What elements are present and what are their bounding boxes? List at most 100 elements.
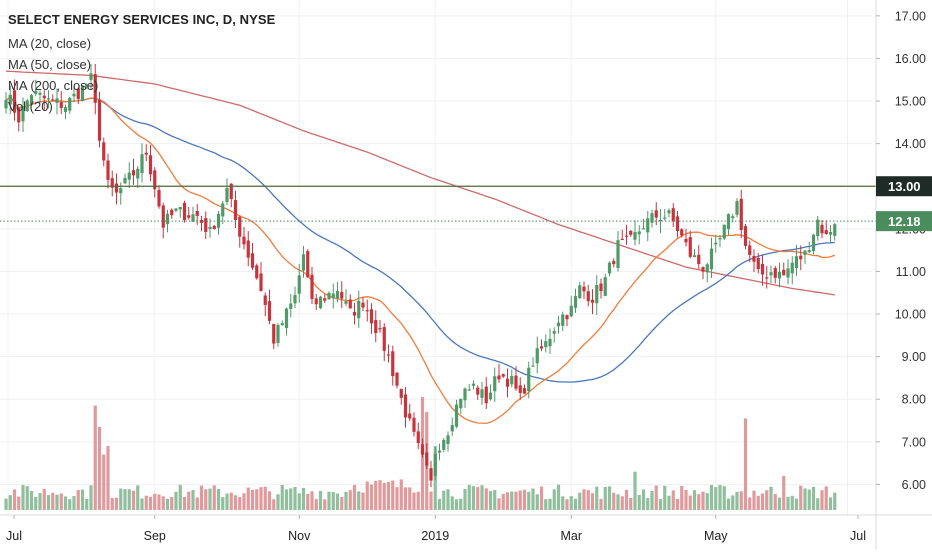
candle-body xyxy=(72,93,76,97)
level-price-badge xyxy=(876,176,932,197)
candle-body xyxy=(480,389,484,398)
volume-bar xyxy=(216,489,221,510)
candle-body xyxy=(157,189,161,207)
candle-body xyxy=(833,224,837,236)
volume-bar xyxy=(323,499,327,510)
candle-body xyxy=(127,172,131,180)
candle-body xyxy=(663,217,667,219)
volume-bar xyxy=(199,485,204,510)
candle-body xyxy=(344,301,348,304)
candle-body xyxy=(76,88,80,100)
candle-body xyxy=(569,305,573,317)
candle-body xyxy=(29,95,34,105)
volume-bar xyxy=(510,491,514,510)
candle-body xyxy=(114,183,119,193)
candle-body xyxy=(165,213,170,225)
candle-body xyxy=(331,293,335,299)
volume-bar xyxy=(760,493,765,510)
x-tick-label: Jul xyxy=(850,529,866,543)
volume-bar xyxy=(93,405,97,510)
candle-body xyxy=(684,238,688,243)
volume-bar xyxy=(34,496,38,510)
candle-body xyxy=(250,253,255,268)
volume-bar xyxy=(612,492,616,510)
volume-bar xyxy=(709,484,714,510)
candle-body xyxy=(97,99,102,141)
candle-body xyxy=(603,277,607,296)
volume-bar xyxy=(272,499,276,510)
candle-body xyxy=(21,106,25,122)
volume-bar xyxy=(8,495,12,510)
volume-bar xyxy=(680,485,684,510)
volume-bar xyxy=(646,498,650,510)
volume-bar xyxy=(833,492,837,510)
candle-body xyxy=(582,286,586,292)
candle-body xyxy=(654,210,658,218)
volume-bar xyxy=(412,492,416,510)
candle-body xyxy=(314,298,318,305)
candle-body xyxy=(233,200,238,221)
volume-bar xyxy=(748,497,752,510)
volume-bar xyxy=(369,484,374,510)
candle-body xyxy=(391,351,395,377)
candle-body xyxy=(140,154,144,174)
volume-bar xyxy=(114,497,119,510)
volume-bar xyxy=(161,496,165,510)
volume-bar xyxy=(731,495,735,510)
candle-body xyxy=(34,90,38,94)
volume-bar xyxy=(467,484,471,510)
volume-bar xyxy=(497,498,501,510)
candle-body xyxy=(123,177,127,184)
volume-bar xyxy=(824,486,828,510)
volume-bar xyxy=(187,491,191,510)
volume-bar xyxy=(280,485,284,510)
volume-bar xyxy=(718,485,722,510)
candle-body xyxy=(85,84,89,87)
volume-bar xyxy=(178,484,182,510)
volume-bar xyxy=(501,493,505,510)
volume-bar xyxy=(463,489,467,510)
candle-body xyxy=(68,97,72,111)
volume-bar xyxy=(667,495,671,510)
volume-bar xyxy=(12,489,17,510)
volume-bar xyxy=(807,489,811,510)
candle-body xyxy=(675,216,680,232)
candle-body xyxy=(284,308,289,329)
candle-body xyxy=(386,354,391,356)
volume-bar xyxy=(4,498,8,510)
volume-bar xyxy=(476,487,480,510)
volume-bar xyxy=(297,493,301,510)
volume-bar xyxy=(488,491,493,510)
candle-body xyxy=(616,240,620,268)
x-tick-label: May xyxy=(704,529,728,543)
candle-body xyxy=(369,309,374,324)
candle-body xyxy=(459,398,463,409)
volume-bar xyxy=(820,490,824,510)
volume-bar xyxy=(221,497,225,510)
y-tick-label: 15.00 xyxy=(895,95,926,109)
candle-body xyxy=(93,74,97,103)
volume-bar xyxy=(89,485,93,510)
candle-body xyxy=(488,392,493,400)
volume-bar xyxy=(110,498,114,510)
volume-bar xyxy=(284,489,289,510)
candle-body xyxy=(578,285,582,299)
volume-bar xyxy=(331,492,335,510)
volume-bar xyxy=(799,485,803,510)
volume-bar xyxy=(607,486,612,510)
candle-body xyxy=(620,238,624,241)
candle-body xyxy=(752,255,756,262)
y-tick-label: 17.00 xyxy=(895,9,926,23)
volume-bar xyxy=(182,497,187,510)
candle-body xyxy=(735,201,739,215)
volume-bars xyxy=(4,397,837,510)
candle-body xyxy=(106,160,110,180)
volume-bar xyxy=(306,493,310,510)
volume-bar xyxy=(72,496,76,510)
volume-bar xyxy=(361,492,365,510)
volume-bar xyxy=(170,497,174,510)
volume-bar xyxy=(102,454,106,510)
candle-body xyxy=(399,388,403,398)
candle-body xyxy=(667,210,671,214)
candle-body xyxy=(110,178,114,188)
